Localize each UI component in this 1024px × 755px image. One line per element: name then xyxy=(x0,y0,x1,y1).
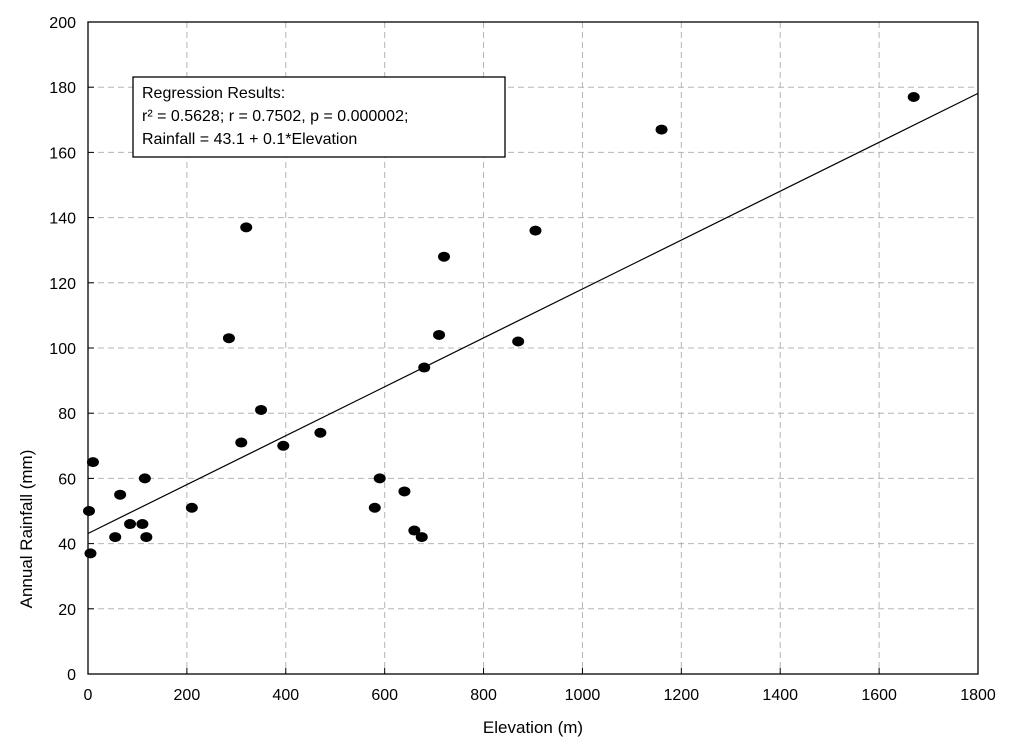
data-point xyxy=(907,91,920,102)
regression-stats: r² = 0.5628; r = 0.7502, p = 0.000002; xyxy=(142,108,408,125)
data-point xyxy=(398,486,411,497)
regression-box-title: Regression Results: xyxy=(142,85,285,102)
data-point xyxy=(138,473,151,484)
data-point xyxy=(114,489,127,500)
data-point xyxy=(368,502,381,513)
x-axis-title: Elevation (m) xyxy=(483,718,583,737)
grid xyxy=(88,22,978,674)
x-tick-label: 800 xyxy=(470,687,497,704)
regression-line xyxy=(87,92,979,535)
data-point xyxy=(655,124,668,135)
y-axis-title: Annual Rainfall (mm) xyxy=(17,450,36,609)
y-tick-label: 120 xyxy=(49,276,76,293)
y-tick-label: 60 xyxy=(58,471,76,488)
legend-box xyxy=(132,76,506,158)
data-point xyxy=(86,457,99,468)
data-point xyxy=(140,532,153,543)
data-point xyxy=(84,548,97,559)
data-point xyxy=(373,473,386,484)
data-point xyxy=(277,440,290,451)
x-tick-label: 600 xyxy=(371,687,398,704)
data-point xyxy=(124,519,137,530)
regression-results-box: Regression Results: r² = 0.5628; r = 0.7… xyxy=(132,76,506,158)
axis-ticks: 0 200 400 600 800 1000 1200 1400 1600 1800 0 20 40 60… xyxy=(49,15,996,704)
y-tick-label: 40 xyxy=(58,537,76,554)
y-tick-label: 20 xyxy=(58,602,76,619)
data-point xyxy=(418,362,431,373)
y-tick-label: 80 xyxy=(58,406,76,423)
x-tick-label: 200 xyxy=(174,687,201,704)
x-tick-label: 1400 xyxy=(762,687,798,704)
data-point xyxy=(235,437,248,448)
data-point xyxy=(415,532,428,543)
x-tick-label: 1600 xyxy=(861,687,897,704)
data-point xyxy=(512,336,525,347)
x-tick-label: 1200 xyxy=(664,687,700,704)
y-tick-label: 200 xyxy=(49,15,76,32)
data-point xyxy=(314,427,327,438)
y-tick-label: 160 xyxy=(49,145,76,162)
data-point xyxy=(82,506,95,516)
y-tick-label: 140 xyxy=(49,211,76,228)
data-point xyxy=(433,329,446,340)
data-point xyxy=(185,502,198,513)
x-tick-label: 1000 xyxy=(565,687,601,704)
data-point xyxy=(255,404,268,415)
x-tick-label: 0 xyxy=(84,687,93,704)
data-point xyxy=(529,225,542,236)
data-point xyxy=(222,333,235,344)
y-tick-label: 0 xyxy=(67,667,76,684)
x-tick-label: 1800 xyxy=(960,687,996,704)
regression-equation: Rainfall = 43.1 + 0.1*Elevation xyxy=(142,131,357,148)
y-tick-label: 180 xyxy=(49,80,76,97)
data-point xyxy=(408,525,421,536)
data-point xyxy=(240,222,253,233)
data-point xyxy=(109,532,122,543)
x-tick-label: 400 xyxy=(272,687,299,704)
data-point xyxy=(438,251,450,262)
y-tick-label: 100 xyxy=(49,341,76,358)
data-point xyxy=(136,519,149,530)
